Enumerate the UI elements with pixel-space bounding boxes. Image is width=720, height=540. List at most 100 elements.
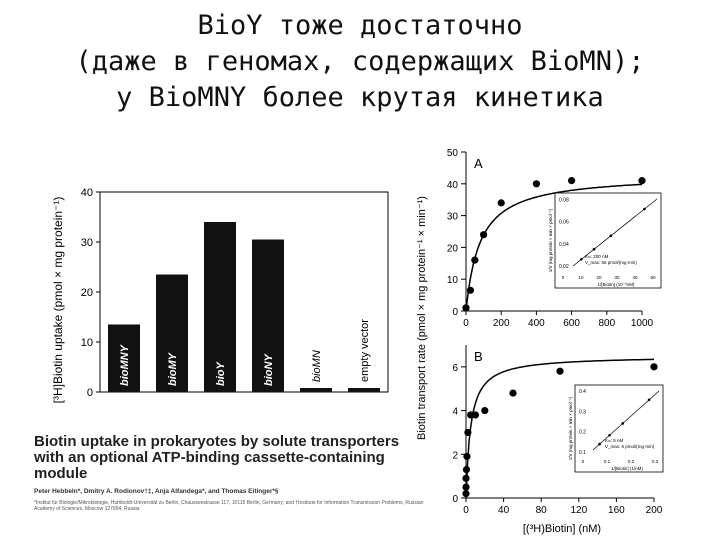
panel-b-inset-xtick-label: 0.1 [604,459,611,464]
panel-a-inset-xtick-label: 0 [562,275,565,280]
bar-category-label-2: bioY [215,361,227,386]
panel-b-point-4 [463,452,471,461]
panel-b-point-9 [509,389,517,397]
panel-b-inset-point-1 [608,433,611,437]
panel-a-ytick-label: 10 [447,275,459,286]
slide-title-line-2: (даже в геномах, содержащих BioMN); [75,46,645,77]
panel-a-point-5 [532,180,541,188]
panel-b-point-7 [471,411,479,419]
panel-a-inset-ytick-label: 0.02 [559,264,569,270]
bar-chart-ylabel: [³H]Biotin uptake (pmol × mg protein⁻¹) [51,197,65,404]
panel-b-inset-xtick-label: 0 [582,459,585,464]
panel-a-inset-frame [554,192,662,289]
panel-b-ytick-label: 6 [452,363,458,374]
panel-b-point-2 [462,474,470,482]
panel-b-inset-frame [574,384,664,473]
panel-b-ytick-label: 2 [452,450,458,461]
paper-title: Biotin uptake in prokaryotes by solute t… [34,433,400,482]
panel-b-point-3 [462,465,471,474]
panel-b-inset-ytick-label: 0.1 [579,450,586,456]
panel-b-inset-xlabel: 1/[Biotin] (1/nM) [611,466,643,471]
panel-b-point-5 [464,428,472,437]
bar-category-label-3: bioNY [263,353,275,386]
panel-a-inset-xtick-label: 20 [596,275,602,280]
bar-chart-ytick-label: 0 [87,387,93,399]
panel-b-point-11 [650,363,658,371]
panel-a-point-4 [497,199,505,207]
panel-b-inset-xtick-label: 0.3 [652,459,659,464]
panel-a-inset-point-0 [580,258,583,261]
panel-a-ytick-label: 20 [447,243,459,254]
panel-b-inset-point-2 [621,422,624,425]
panel-a-inset-xtick-label: 40 [632,275,638,280]
panel-a-point-6 [568,177,576,185]
panel-a-inset-ytick-label: 0.04 [559,242,569,248]
panel-b-xtick-label: 80 [536,505,548,516]
panel-a-inset-xtick-label: 10 [578,275,584,280]
bar-3 [252,239,284,392]
paper-affiliation: *Institut für Biologie/Mikrobiologie, Hu… [34,500,424,512]
panel-a-ytick-label: 40 [447,180,459,191]
panel-a-xtick-label: 400 [528,318,545,329]
bar-chart-frame [99,191,389,393]
panel-a-xtick-label: 0 [463,318,469,329]
paper-authors: Peter Hebbeln*, Dmitry A. Rodionov†‡, An… [34,488,279,495]
panel-a-inset-ylabel: 1/V (mg protein × min × pmol⁻¹) [548,208,553,272]
bar-category-label-5: empty vector [359,319,371,382]
panel-b-xtick-label: 160 [608,505,625,516]
panel-b-xtick-label: 120 [570,505,587,516]
panel-b-point-10 [556,367,564,375]
panel-a-ytick-label: 50 [447,148,459,159]
panel-a-inset-ytick-label: 0.06 [559,220,569,226]
panel-a-inset-point-3 [643,207,646,211]
bar-chart-ytick-label: 10 [81,337,93,349]
bar-1 [156,274,188,392]
panel-b-xtick-label: 0 [463,505,469,516]
bar-chart-ytick-label: 20 [81,287,93,299]
bar-category-label-4: bioMN [311,350,323,382]
panel-a-ytick-label: 0 [452,307,458,318]
panel-a-xtick-label: 800 [598,318,615,329]
panel-b-xlabel: [(³H)Biotin] (nM) [523,523,601,535]
panel-a-point-3 [480,231,488,239]
panel-a-inset-xtick-label: 30 [614,275,620,280]
panel-a-inset-point-2 [609,234,613,238]
bar-chart-ytick-label: 40 [81,187,93,199]
panel-b-inset-ytick-label: 0.3 [579,409,586,415]
panel-a-point-1 [466,286,474,294]
bar-2 [204,222,236,392]
panel-a-inset-xtick-label: 50 [650,275,656,280]
panel-a-fit-curve [465,183,643,312]
panel-b-xtick-label: 40 [498,505,510,516]
panel-b-inset-annotation-vmax: V_max: 6 pmol/(mg·min) [605,444,655,449]
panel-a-inset-xlabel: 1/[Biotin] (10⁻²nM) [598,282,635,287]
panel-a-ytick-label: 30 [447,212,459,223]
panel-b-inset-annotation-km: Kₘ: 5 nM [605,438,624,443]
panel-a-inset-annotation-vmax: V_max: 55 pmol/(mg·min) [585,260,637,265]
panel-a-point-2 [471,256,479,264]
panel-a-inset-annotation-km: Kₘ: 200 nM [585,254,609,259]
panel-b-point-8 [481,406,489,415]
panel-a-panel-label: A [474,156,483,171]
panel-b-fit-curve [465,358,654,499]
panel-b-ytick-label: 0 [452,494,458,505]
bar-category-label-0: bioMNY [119,343,131,386]
panel-a-xtick-label: 600 [563,318,580,329]
panel-b-inset-fit-line [592,390,660,451]
bar-5 [348,388,380,392]
panel-a-inset-point-1 [592,247,596,251]
panel-a-inset-ytick-label: 0.08 [559,198,569,204]
panel-a-point-7 [638,177,646,185]
panel-a-point-0 [462,304,470,312]
panel-b-xtick-label: 200 [646,505,663,516]
panel-b-point-0 [462,490,470,498]
panel-b-ytick-label: 4 [452,407,458,418]
slide-title: BioY тоже достаточно (даже в геномах, со… [0,8,720,116]
panel-a-xtick-label: 1000 [631,318,654,329]
slide-title-line-1: BioY тоже достаточно [197,10,523,41]
slide-title-line-3: у BioMNY более крутая кинетика [116,82,604,113]
bar-chart-ytick-label: 30 [81,237,93,249]
panel-b-inset-ytick-label: 0.4 [579,389,586,395]
panel-b-inset-point-0 [598,442,601,446]
